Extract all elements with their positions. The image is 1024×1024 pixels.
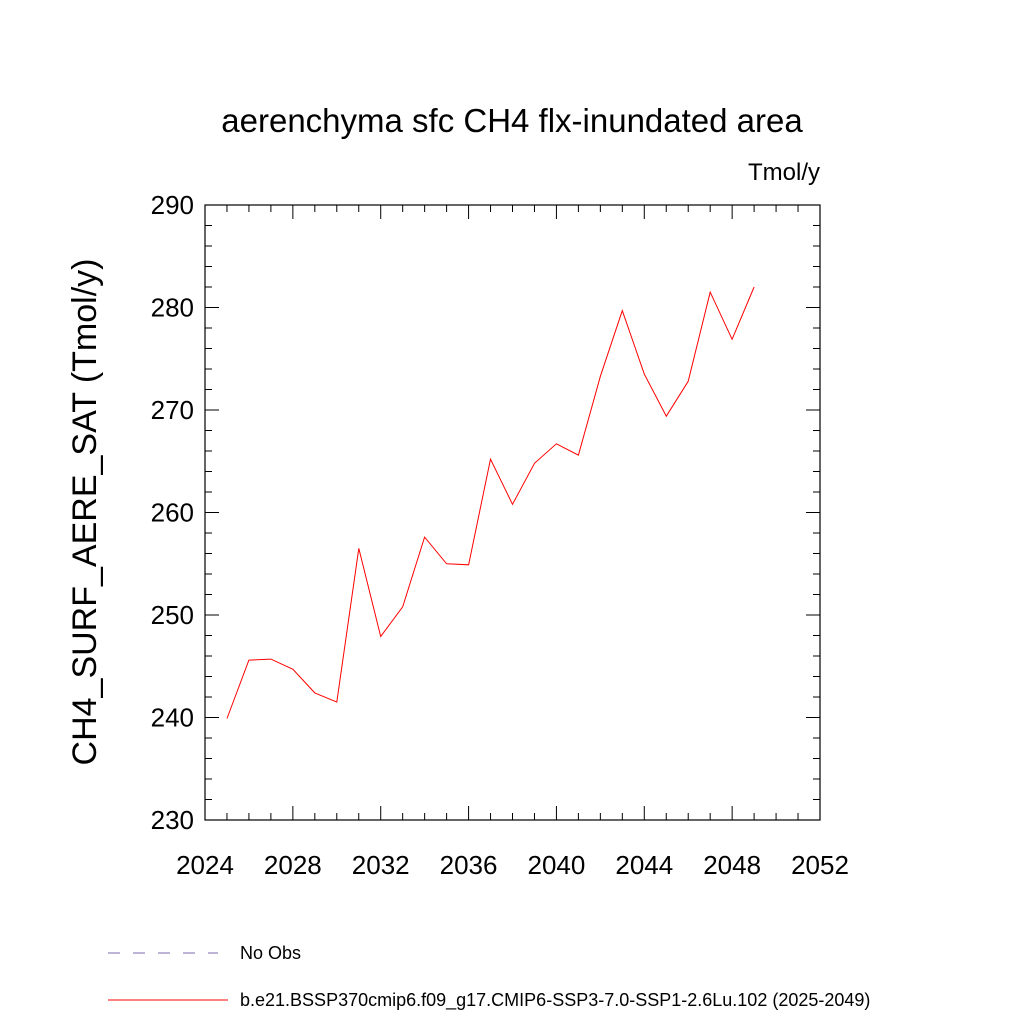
- x-tick-label: 2028: [264, 850, 322, 880]
- y-tick-label: 240: [151, 703, 194, 733]
- y-tick-label: 270: [151, 395, 194, 425]
- y-tick-label: 250: [151, 600, 194, 630]
- x-tick-label: 2048: [703, 850, 761, 880]
- legend: No Obs b.e21.BSSP370cmip6.f09_g17.CMIP6-…: [108, 943, 870, 1011]
- series-line-1: [226, 286, 755, 719]
- series-layer: [226, 286, 755, 719]
- units-label: Tmol/y: [748, 159, 820, 186]
- x-tick-label: 2032: [352, 850, 410, 880]
- x-tick-label: 2036: [440, 850, 498, 880]
- x-tick-label: 2024: [176, 850, 234, 880]
- legend-label-model-run: b.e21.BSSP370cmip6.f09_g17.CMIP6-SSP3-7.…: [240, 990, 870, 1011]
- y-tick-label: 280: [151, 293, 194, 323]
- legend-label-no-obs: No Obs: [240, 943, 301, 963]
- y-axis-label: CH4_SURF_AERE_SAT (Tmol/y): [66, 259, 104, 766]
- y-tick-label: 290: [151, 190, 194, 220]
- chart-title: aerenchyma sfc CH4 flx-inundated area: [221, 102, 803, 139]
- axes: 2024 2028 2032 2036 2040 2044 2048 2052 230 240 25…: [151, 190, 849, 880]
- y-tick-label: 230: [151, 805, 194, 835]
- x-tick-label: 2044: [615, 850, 673, 880]
- y-tick-label: 260: [151, 498, 194, 528]
- x-tick-label: 2040: [528, 850, 586, 880]
- x-tick-label: 2052: [791, 850, 849, 880]
- plot-frame: [204, 204, 821, 821]
